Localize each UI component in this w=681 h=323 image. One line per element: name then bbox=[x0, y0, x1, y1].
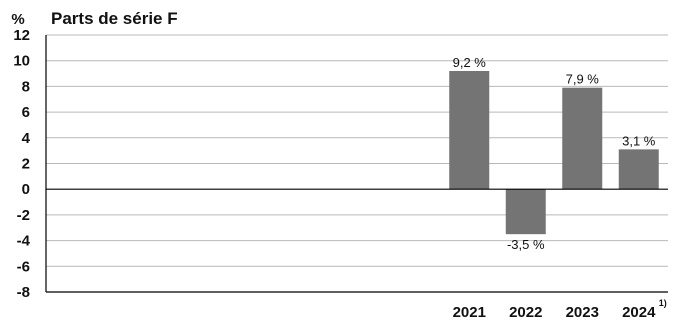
y-tick-label: 2 bbox=[22, 156, 30, 173]
bar bbox=[505, 189, 546, 235]
x-tick-label: 2021 bbox=[453, 304, 486, 321]
y-tick-labels: 12 10 8 6 4 2 0 -2 -4 -6 -8 bbox=[13, 27, 30, 301]
x-tick-footnote: 1) bbox=[659, 298, 667, 308]
y-axis-unit-label: % bbox=[11, 11, 24, 28]
y-tick-label: -6 bbox=[17, 258, 30, 275]
x-tick-label: 2023 bbox=[566, 304, 599, 321]
data-labels: 9,2 % -3,5 % 7,9 % 3,1 % bbox=[453, 55, 656, 252]
gridlines bbox=[46, 34, 668, 267]
y-tick-label: -4 bbox=[17, 233, 31, 250]
data-label: 7,9 % bbox=[566, 72, 600, 87]
bars bbox=[449, 70, 659, 235]
data-label: 3,1 % bbox=[622, 133, 656, 148]
y-tick-label: -8 bbox=[17, 284, 30, 301]
y-tick-label: 4 bbox=[22, 130, 31, 147]
x-tick-label: 2024 bbox=[622, 304, 656, 321]
chart-title: Parts de série F bbox=[51, 9, 178, 28]
bar bbox=[562, 87, 603, 190]
y-tick-label: 12 bbox=[13, 27, 30, 44]
data-label: -3,5 % bbox=[507, 237, 545, 252]
y-tick-label: 8 bbox=[22, 78, 30, 95]
y-tick-label: -2 bbox=[17, 207, 30, 224]
bar bbox=[449, 70, 490, 190]
data-label: 9,2 % bbox=[453, 55, 487, 70]
y-tick-label: 6 bbox=[22, 104, 30, 121]
axes bbox=[45, 35, 668, 293]
x-tick-label: 2022 bbox=[509, 304, 542, 321]
y-tick-label: 10 bbox=[13, 53, 30, 70]
y-tick-label: 0 bbox=[22, 181, 30, 198]
bar bbox=[618, 149, 659, 190]
